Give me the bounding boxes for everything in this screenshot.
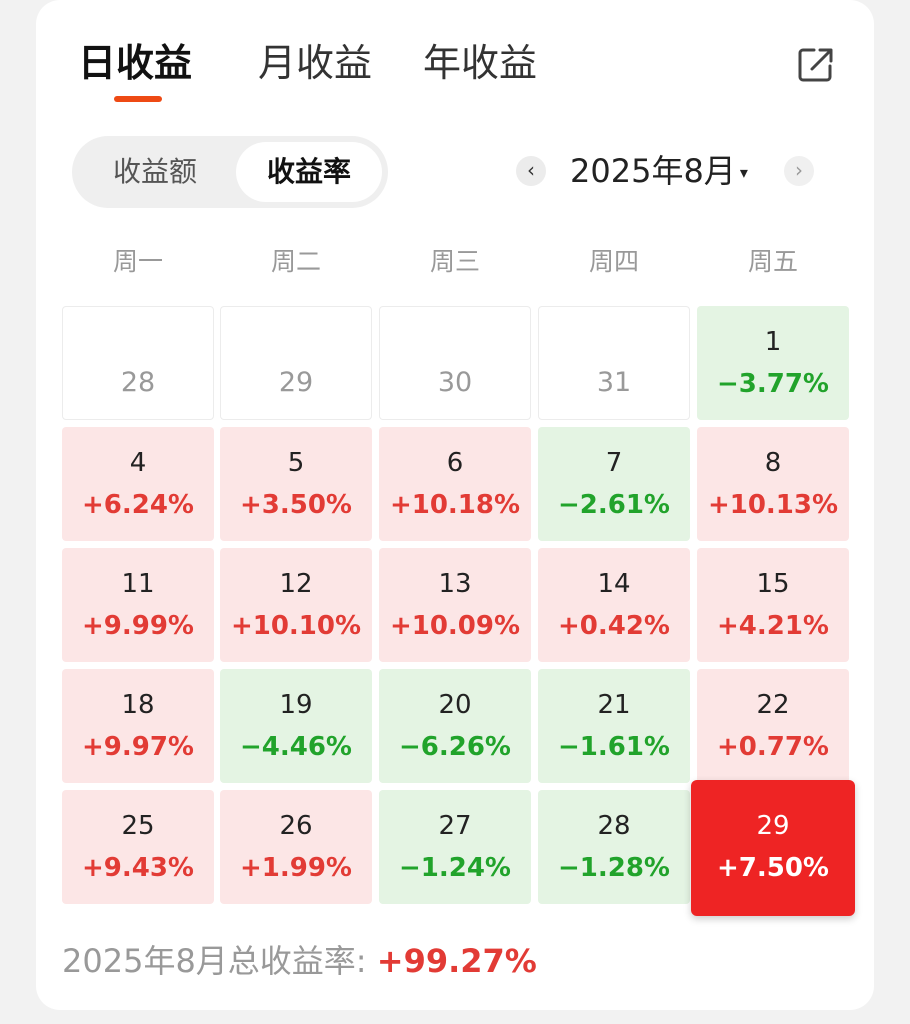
- calendar-day[interactable]: 6 +10.18%: [379, 427, 531, 541]
- calendar-day: 28: [62, 306, 214, 420]
- day-return-rate: +9.43%: [82, 853, 194, 883]
- calendar-day[interactable]: 13 +10.09%: [379, 548, 531, 662]
- day-number: 28: [597, 811, 631, 841]
- day-return-rate: +10.18%: [389, 490, 521, 520]
- calendar-day[interactable]: 12 +10.10%: [220, 548, 372, 662]
- day-number: 19: [279, 690, 313, 720]
- day-return-rate: +9.97%: [82, 732, 194, 762]
- day-number: 14: [597, 569, 631, 599]
- day-return-rate: −3.77%: [717, 369, 829, 399]
- calendar-day[interactable]: 28 −1.28%: [538, 790, 690, 904]
- tab-monthly[interactable]: 月收益: [258, 41, 373, 85]
- active-tab-indicator: [114, 96, 162, 102]
- day-number: 27: [438, 811, 472, 841]
- day-return-rate: −6.26%: [399, 732, 511, 762]
- day-return-rate: +4.21%: [717, 611, 829, 641]
- day-number: 8: [764, 448, 782, 478]
- day-return-rate: −1.61%: [558, 732, 670, 762]
- day-return-rate: +6.24%: [82, 490, 194, 520]
- calendar-day[interactable]: 25 +9.43%: [62, 790, 214, 904]
- day-number: 30: [437, 367, 473, 398]
- day-return-rate: −1.24%: [399, 853, 511, 883]
- day-number: 20: [438, 690, 472, 720]
- day-return-rate: +0.77%: [717, 732, 829, 762]
- day-number: 11: [121, 569, 155, 599]
- day-return-rate: +3.50%: [240, 490, 352, 520]
- share-button[interactable]: [794, 42, 838, 86]
- calendar-day[interactable]: 11 +9.99%: [62, 548, 214, 662]
- day-return-rate: −4.46%: [240, 732, 352, 762]
- day-number: 12: [279, 569, 313, 599]
- monthly-total: 2025年8月总收益率: +99.27%: [62, 938, 537, 984]
- day-number: 29: [278, 367, 314, 398]
- calendar-day[interactable]: 20 −6.26%: [379, 669, 531, 783]
- weekday-label: 周四: [588, 247, 639, 276]
- calendar-day[interactable]: 26 +1.99%: [220, 790, 372, 904]
- weekday-label: 周五: [747, 247, 798, 276]
- calendar-day: 30: [379, 306, 531, 420]
- chevron-left-icon: ‹: [527, 158, 535, 182]
- day-number: 26: [279, 811, 313, 841]
- month-picker[interactable]: 2025年8月 ▾: [570, 148, 748, 196]
- prev-month-button[interactable]: ‹: [516, 156, 546, 186]
- total-value: +99.27%: [376, 942, 537, 980]
- day-number: 28: [120, 367, 156, 398]
- calendar-day-selected[interactable]: 29 +7.50%: [691, 780, 855, 916]
- calendar-day[interactable]: 1 −3.77%: [697, 306, 849, 420]
- day-return-rate: −1.28%: [558, 853, 670, 883]
- weekday-label: 周三: [429, 247, 480, 276]
- day-return-rate: +0.42%: [558, 611, 670, 641]
- calendar-day[interactable]: 22 +0.77%: [697, 669, 849, 783]
- day-number: 31: [596, 367, 632, 398]
- calendar-day: 31: [538, 306, 690, 420]
- day-number: 21: [597, 690, 631, 720]
- day-number: 1: [764, 327, 782, 357]
- calendar-day[interactable]: 5 +3.50%: [220, 427, 372, 541]
- calendar-day[interactable]: 18 +9.97%: [62, 669, 214, 783]
- day-return-rate: +7.50%: [717, 853, 829, 883]
- calendar-day[interactable]: 19 −4.46%: [220, 669, 372, 783]
- day-number: 5: [287, 448, 305, 478]
- month-label: 2025年8月: [570, 152, 736, 190]
- weekday-label: 周一: [112, 247, 163, 276]
- calendar-day[interactable]: 8 +10.13%: [697, 427, 849, 541]
- total-label: 2025年8月总收益率:: [62, 942, 377, 980]
- day-number: 15: [756, 569, 790, 599]
- toggle-rate[interactable]: 收益率: [236, 142, 382, 202]
- value-type-toggle: 收益额 收益率: [72, 136, 388, 208]
- tab-daily[interactable]: 日收益: [78, 41, 193, 85]
- caret-down-icon: ▾: [739, 163, 748, 182]
- day-number: 29: [756, 811, 790, 841]
- day-return-rate: +9.99%: [82, 611, 194, 641]
- day-return-rate: +1.99%: [240, 853, 352, 883]
- day-return-rate: +10.10%: [230, 611, 362, 641]
- day-number: 4: [129, 448, 147, 478]
- chevron-right-icon: ›: [795, 158, 803, 182]
- calendar-day[interactable]: 21 −1.61%: [538, 669, 690, 783]
- day-return-rate: +10.13%: [707, 490, 839, 520]
- weekday-label: 周二: [270, 247, 321, 276]
- day-number: 13: [438, 569, 472, 599]
- calendar-day[interactable]: 15 +4.21%: [697, 548, 849, 662]
- day-number: 7: [605, 448, 623, 478]
- tab-yearly[interactable]: 年收益: [423, 41, 538, 85]
- next-month-button[interactable]: ›: [784, 156, 814, 186]
- calendar-day[interactable]: 27 −1.24%: [379, 790, 531, 904]
- day-number: 6: [446, 448, 464, 478]
- toggle-amount[interactable]: 收益额: [112, 155, 197, 188]
- day-return-rate: −2.61%: [558, 490, 670, 520]
- calendar-day[interactable]: 14 +0.42%: [538, 548, 690, 662]
- day-number: 25: [121, 811, 155, 841]
- calendar-day: 29: [220, 306, 372, 420]
- day-number: 18: [121, 690, 155, 720]
- calendar-day[interactable]: 7 −2.61%: [538, 427, 690, 541]
- share-icon: [798, 48, 833, 82]
- calendar-day[interactable]: 4 +6.24%: [62, 427, 214, 541]
- day-return-rate: +10.09%: [389, 611, 521, 641]
- day-number: 22: [756, 690, 790, 720]
